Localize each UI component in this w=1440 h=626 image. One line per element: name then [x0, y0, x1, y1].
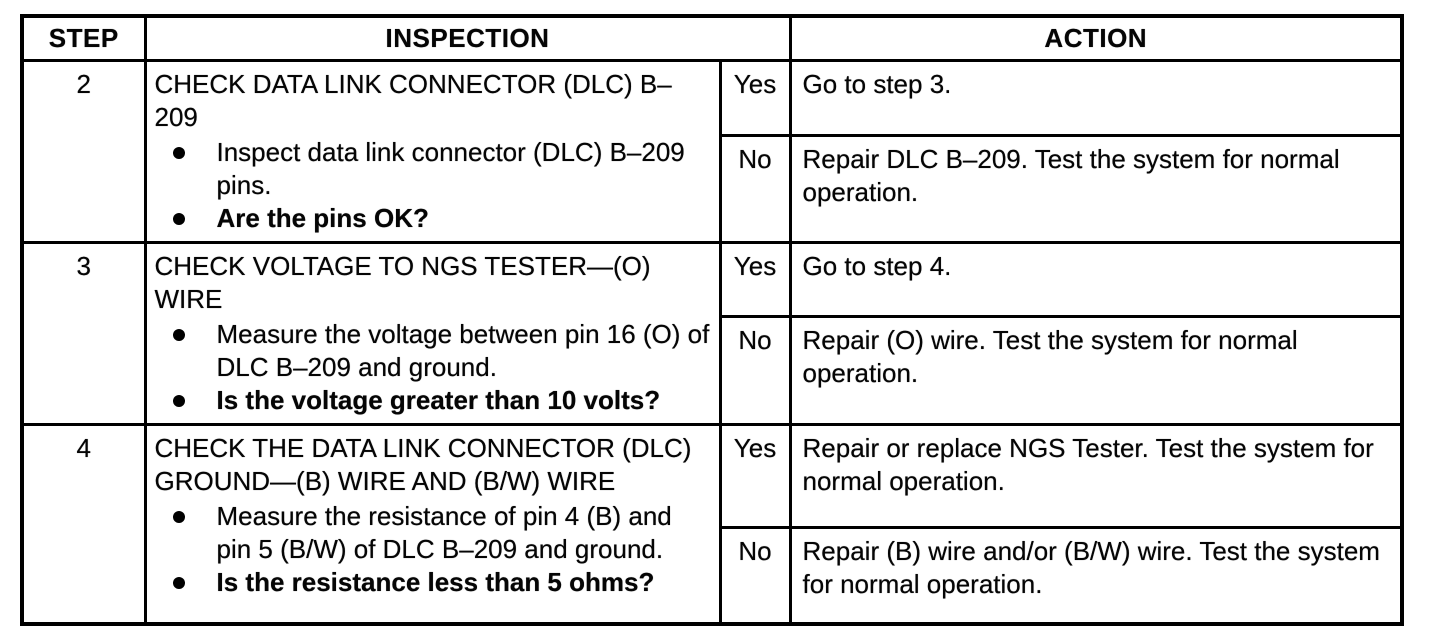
bullet-question-text: Is the voltage greater than 10 volts? — [216, 384, 661, 415]
answer-yes-cell: Yes — [718, 240, 792, 319]
step-number: 2 — [20, 58, 147, 244]
bullet-question-text: Is the resistance less than 5 ohms? — [216, 566, 655, 597]
bullet-item: Are the pins OK? — [155, 202, 713, 235]
bullet-text: Inspect data link connector (DLC) B–209 … — [216, 136, 685, 200]
bullet-item: Is the voltage greater than 10 volts? — [155, 384, 713, 417]
action-yes-cell: Repair or replace NGS Tester. Test the s… — [788, 422, 1404, 529]
header-cell-step: STEP — [20, 14, 147, 62]
inspection-cell: CHECK DATA LINK CONNECTOR (DLC) B–209 In… — [143, 58, 722, 244]
bullet-icon — [172, 328, 185, 341]
action-no-cell: Repair (B) wire and/or (B/W) wire. Test … — [788, 525, 1404, 626]
table-row-step4-yes: 4 CHECK THE DATA LINK CONNECTOR (DLC) GR… — [20, 422, 1404, 626]
bullet-item: Inspect data link connector (DLC) B–209 … — [155, 136, 713, 202]
step-number: 4 — [20, 422, 147, 626]
bullet-icon — [172, 394, 185, 407]
table-row-step4-no: No Repair (B) wire and/or (B/W) wire. Te… — [22, 525, 1404, 626]
header-cell-inspection: INSPECTION — [143, 14, 792, 62]
answer-yes-cell: Yes — [718, 422, 792, 529]
action-no-cell: Repair DLC B–209. Test the system for no… — [788, 133, 1404, 244]
inspection-cell: CHECK THE DATA LINK CONNECTOR (DLC) GROU… — [143, 422, 722, 626]
action-yes-cell: Go to step 3. — [788, 58, 1404, 137]
bullet-item: Measure the voltage between pin 16 (O) o… — [155, 318, 713, 384]
bullet-item: Measure the resistance of pin 4 (B) and … — [155, 500, 713, 566]
inspection-cell: CHECK VOLTAGE TO NGS TESTER—(O) WIRE Mea… — [143, 240, 722, 426]
bullet-text: Measure the resistance of pin 4 (B) and … — [216, 500, 672, 564]
troubleshooting-table: STEP INSPECTION ACTION 2 CHECK DATA LINK… — [20, 14, 1405, 626]
inspection-title: CHECK VOLTAGE TO NGS TESTER—(O) WIRE — [154, 250, 651, 314]
action-no-cell: Repair (O) wire. Test the system for nor… — [788, 315, 1404, 426]
answer-no-cell: No — [718, 133, 792, 244]
scanned-page: STEP INSPECTION ACTION 2 CHECK DATA LINK… — [20, 14, 1405, 626]
bullet-question-text: Are the pins OK? — [216, 202, 429, 233]
bullet-icon — [172, 212, 185, 225]
bullet-item: Is the resistance less than 5 ohms? — [155, 566, 713, 599]
bullet-icon — [172, 510, 185, 523]
bullet-text: Measure the voltage between pin 16 (O) o… — [216, 318, 710, 382]
header-cell-action: ACTION — [788, 14, 1404, 62]
action-yes-cell: Go to step 4. — [788, 240, 1404, 319]
inspection-title: CHECK THE DATA LINK CONNECTOR (DLC) GROU… — [154, 432, 692, 496]
answer-yes-cell: Yes — [718, 58, 792, 137]
bullet-icon — [172, 146, 185, 159]
answer-no-cell: No — [718, 525, 792, 626]
bullet-icon — [172, 576, 185, 589]
header-row: STEP INSPECTION ACTION — [20, 14, 1404, 62]
inspection-title: CHECK DATA LINK CONNECTOR (DLC) B–209 — [154, 68, 672, 132]
table-row-step3-no: No Repair (O) wire. Test the system for … — [22, 315, 1404, 426]
answer-no-cell: No — [718, 315, 792, 426]
table-row-step2-no: No Repair DLC B–209. Test the system for… — [22, 133, 1404, 244]
step-number: 3 — [20, 240, 147, 426]
table-row-step3-yes: 3 CHECK VOLTAGE TO NGS TESTER—(O) WIRE M… — [20, 240, 1404, 426]
table-row-step2-yes: 2 CHECK DATA LINK CONNECTOR (DLC) B–209 … — [20, 58, 1404, 244]
